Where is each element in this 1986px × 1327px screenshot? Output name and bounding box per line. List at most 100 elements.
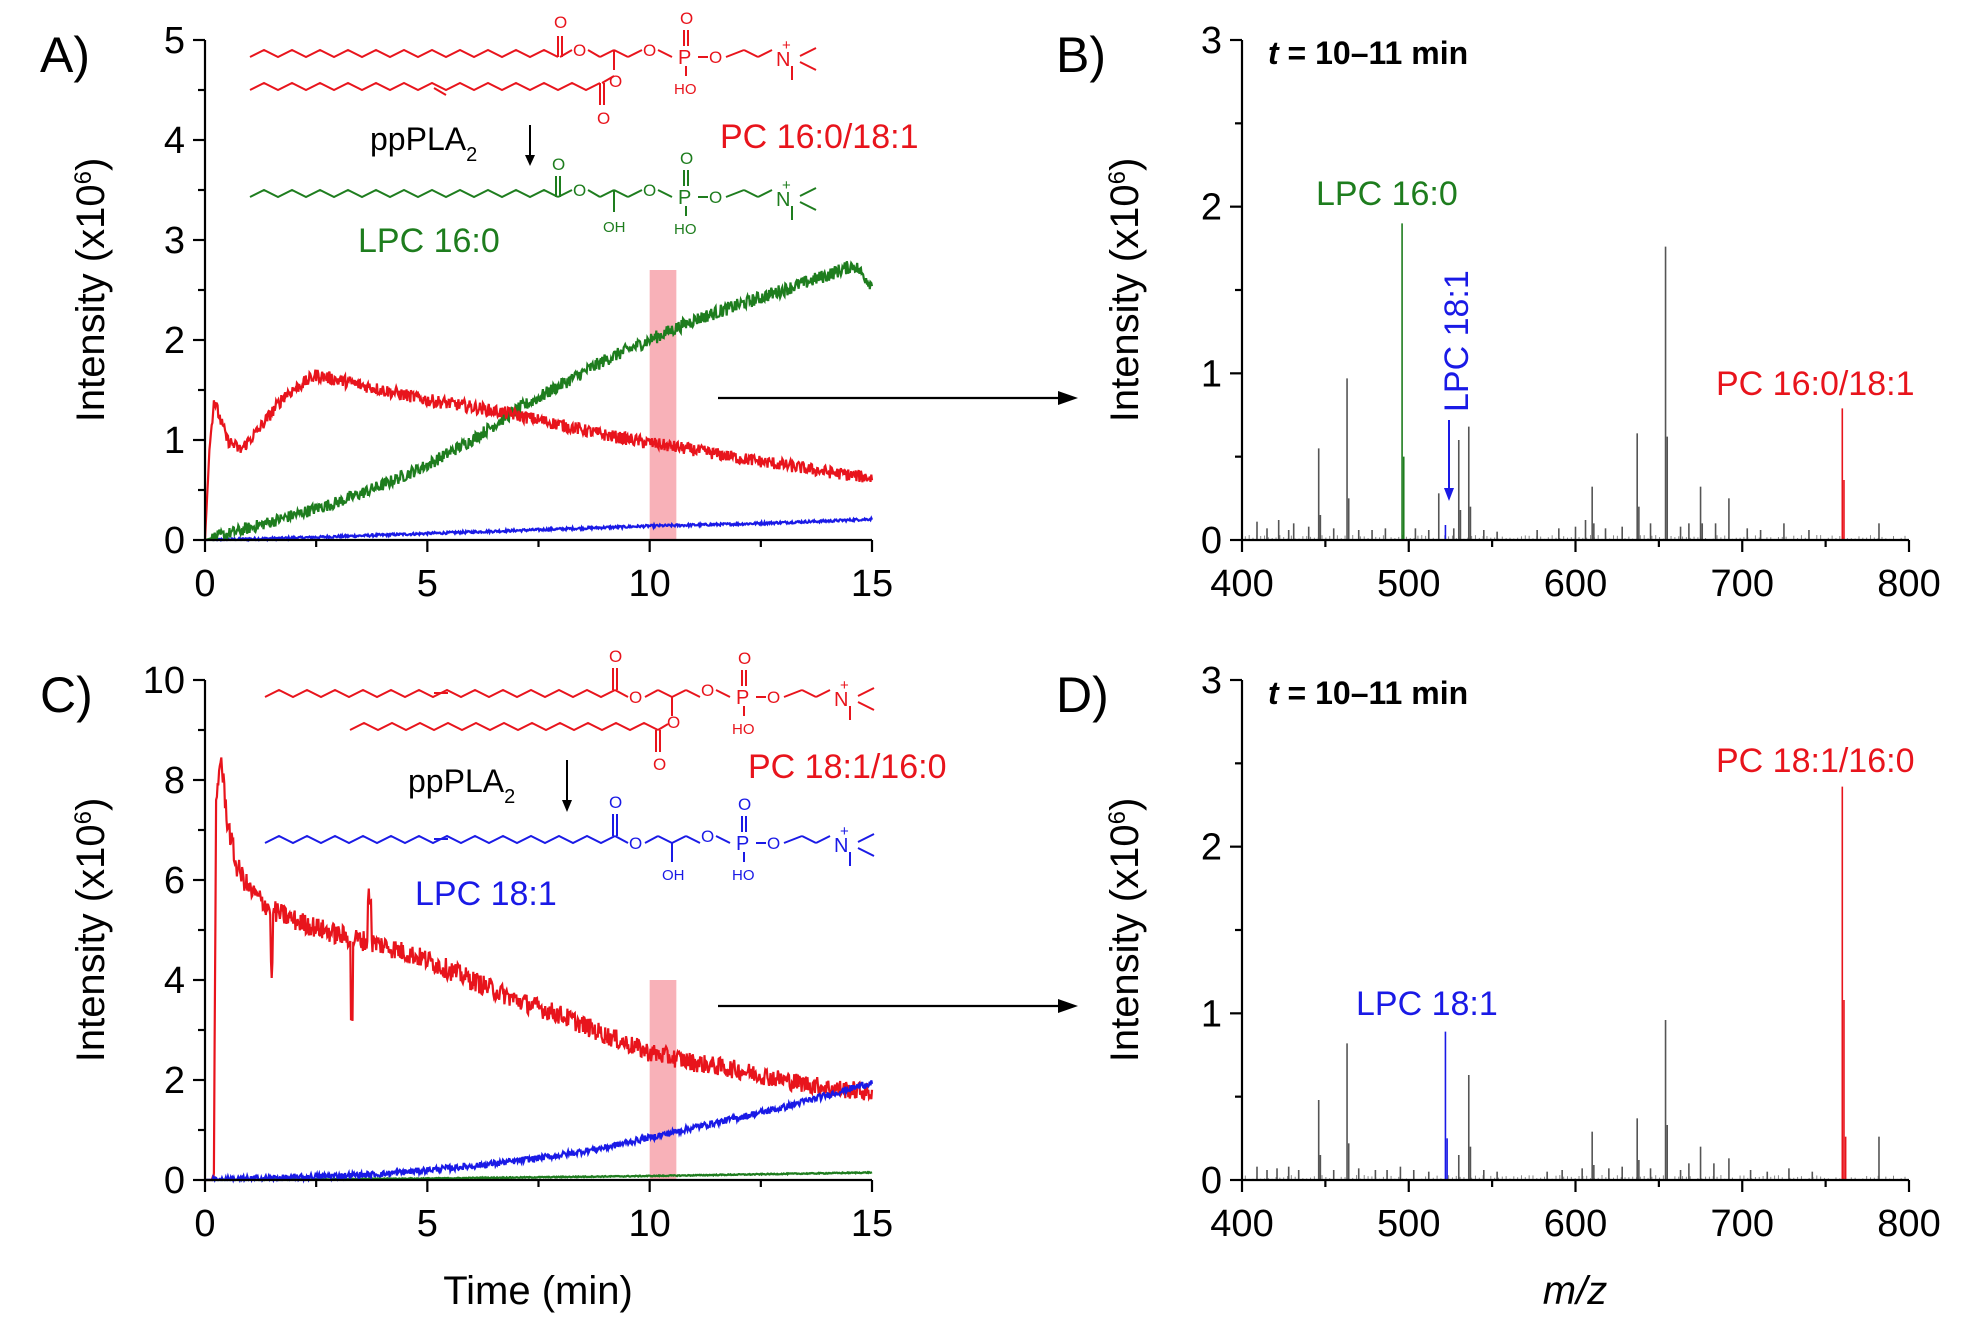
series-group-c (205, 757, 874, 1184)
y-tick-label: 3 (1201, 20, 1222, 62)
panel-letter-a: A) (40, 27, 90, 83)
y-tick-label: 0 (1201, 1160, 1222, 1202)
x-tick-label: 5 (417, 563, 438, 605)
product-label-a: LPC 16:0 (358, 222, 500, 260)
series-line-lpc-18-1 (205, 1080, 874, 1184)
peak-label-pc-16-0-18-1: PC 16:0/18:1 (1716, 365, 1914, 403)
x-tick-label: 0 (194, 1203, 215, 1245)
panel-letter-d: D) (1056, 667, 1109, 723)
x-tick-label: 600 (1544, 1203, 1607, 1245)
lpc-16-0-structure (249, 170, 817, 220)
y-tick-label: 0 (1201, 520, 1222, 562)
y-tick-label: 6 (164, 860, 185, 902)
connector-arrowhead-ab (1058, 391, 1078, 405)
y-tick-label: 3 (164, 220, 185, 262)
y-tick-label: 1 (164, 420, 185, 462)
x-tick-label: 10 (629, 563, 671, 605)
atom-o: O (573, 41, 586, 60)
atom-n: N (776, 189, 790, 211)
substrate-label-a: PC 16:0/18:1 (720, 118, 918, 156)
connector-arrowhead-cd (1058, 999, 1078, 1013)
atom-o: O (554, 13, 567, 32)
series-line-lpc-18-1 (205, 515, 874, 543)
y-tick-label: 4 (164, 960, 185, 1002)
ticks-a: 0 5 10 15 0 1 2 3 4 5 (164, 20, 893, 605)
panel-c: C) 0 5 10 15 0 2 4 6 8 10 Intensity (x106) Time (… (40, 647, 946, 1313)
atom-p: P (736, 687, 749, 709)
atom-p: P (736, 833, 749, 855)
lpc-18-1-structure (264, 814, 875, 866)
panel-a: A) 0 5 10 15 0 1 2 3 4 5 Intensity (x106) (40, 9, 918, 605)
y-tick-label: 10 (143, 660, 185, 702)
y-axis-title-a: Intensity (x106) (69, 158, 113, 423)
atom-oh: OH (603, 219, 626, 236)
peak-pointer-head-lpc-18-1 (1444, 488, 1454, 501)
panel-d: D) t = 10–11 min 400 500 600 700 800 0 1 2 3 Int… (1056, 660, 1941, 1313)
pc-16-0-18-1-atoms: O O O O O O P O HO N + (554, 9, 791, 128)
ticks-d: 400 500 600 700 800 0 1 2 3 (1201, 660, 1941, 1245)
atom-o: O (629, 834, 642, 853)
panel-letter-c: C) (40, 667, 93, 723)
x-tick-label: 0 (194, 563, 215, 605)
peak-label-lpc-18-1: LPC 18:1 (1438, 270, 1476, 412)
pc-18-1-16-0-structure (264, 668, 875, 752)
atom-o: O (767, 688, 780, 707)
x-tick-label: 700 (1711, 1203, 1774, 1245)
atom-o: O (738, 649, 751, 668)
atom-oh: OH (662, 867, 685, 884)
x-axis-title-d: m/z (1543, 1269, 1607, 1313)
y-tick-label: 5 (164, 20, 185, 62)
time-window-highlight-c (649, 980, 677, 1180)
atom-o: O (667, 713, 680, 732)
peaks-group-d (1244, 786, 1906, 1180)
atom-o: O (643, 181, 656, 200)
substrate-label-c: PC 18:1/16:0 (748, 748, 946, 786)
atom-o: O (738, 795, 751, 814)
reaction-arrowhead-c (562, 800, 572, 812)
peak-label-lpc-16-0: LPC 16:0 (1316, 175, 1458, 213)
y-tick-label: 2 (1201, 187, 1222, 229)
series-line-lpc-16-0 (204, 260, 874, 542)
time-window-label-d: t = 10–11 min (1268, 675, 1468, 711)
y-tick-label: 2 (164, 320, 185, 362)
atom-o: O (709, 188, 722, 207)
peak-label-pc-18-1-16-0: PC 18:1/16:0 (1716, 742, 1914, 780)
y-tick-label: 4 (164, 120, 185, 162)
peak-label-lpc-18-1-d: LPC 18:1 (1356, 985, 1498, 1023)
atom-ho: HO (732, 721, 755, 738)
series-group-a (203, 260, 874, 543)
y-tick-label: 8 (164, 760, 185, 802)
charge-plus: + (840, 677, 849, 694)
atom-o: O (767, 834, 780, 853)
y-tick-label: 2 (1201, 827, 1222, 869)
x-axis-title-c: Time (min) (443, 1269, 633, 1313)
y-axis-title-b: Intensity (x106) (1103, 158, 1147, 423)
atom-o: O (573, 181, 586, 200)
y-tick-label: 3 (1201, 660, 1222, 702)
x-tick-label: 800 (1877, 563, 1940, 605)
x-tick-label: 500 (1377, 563, 1440, 605)
x-tick-label: 400 (1210, 1203, 1273, 1245)
product-label-c: LPC 18:1 (415, 875, 557, 913)
atom-o: O (709, 48, 722, 67)
atom-o: O (701, 827, 714, 846)
y-tick-label: 0 (164, 1160, 185, 1202)
x-tick-label: 800 (1877, 1203, 1940, 1245)
ticks-c: 0 5 10 15 0 2 4 6 8 10 (143, 660, 893, 1245)
lpc-18-1-atoms: O O O OH O P O HO N + (609, 793, 849, 884)
atom-o: O (609, 793, 622, 812)
charge-plus: + (782, 37, 791, 54)
time-window-highlight-a (649, 270, 677, 540)
charge-plus: + (782, 177, 791, 194)
atom-o: O (552, 155, 565, 174)
series-line-pc-16-0-18-1 (203, 369, 874, 541)
ticks-b: 400 500 600 700 800 0 1 2 3 (1201, 20, 1941, 605)
x-tick-label: 15 (851, 1203, 893, 1245)
atom-n: N (776, 49, 790, 71)
time-window-label-b: t = 10–11 min (1268, 35, 1468, 71)
x-tick-label: 400 (1210, 563, 1273, 605)
pc-16-0-18-1-structure (249, 30, 817, 105)
atom-o: O (701, 681, 714, 700)
atom-n: N (834, 835, 848, 857)
